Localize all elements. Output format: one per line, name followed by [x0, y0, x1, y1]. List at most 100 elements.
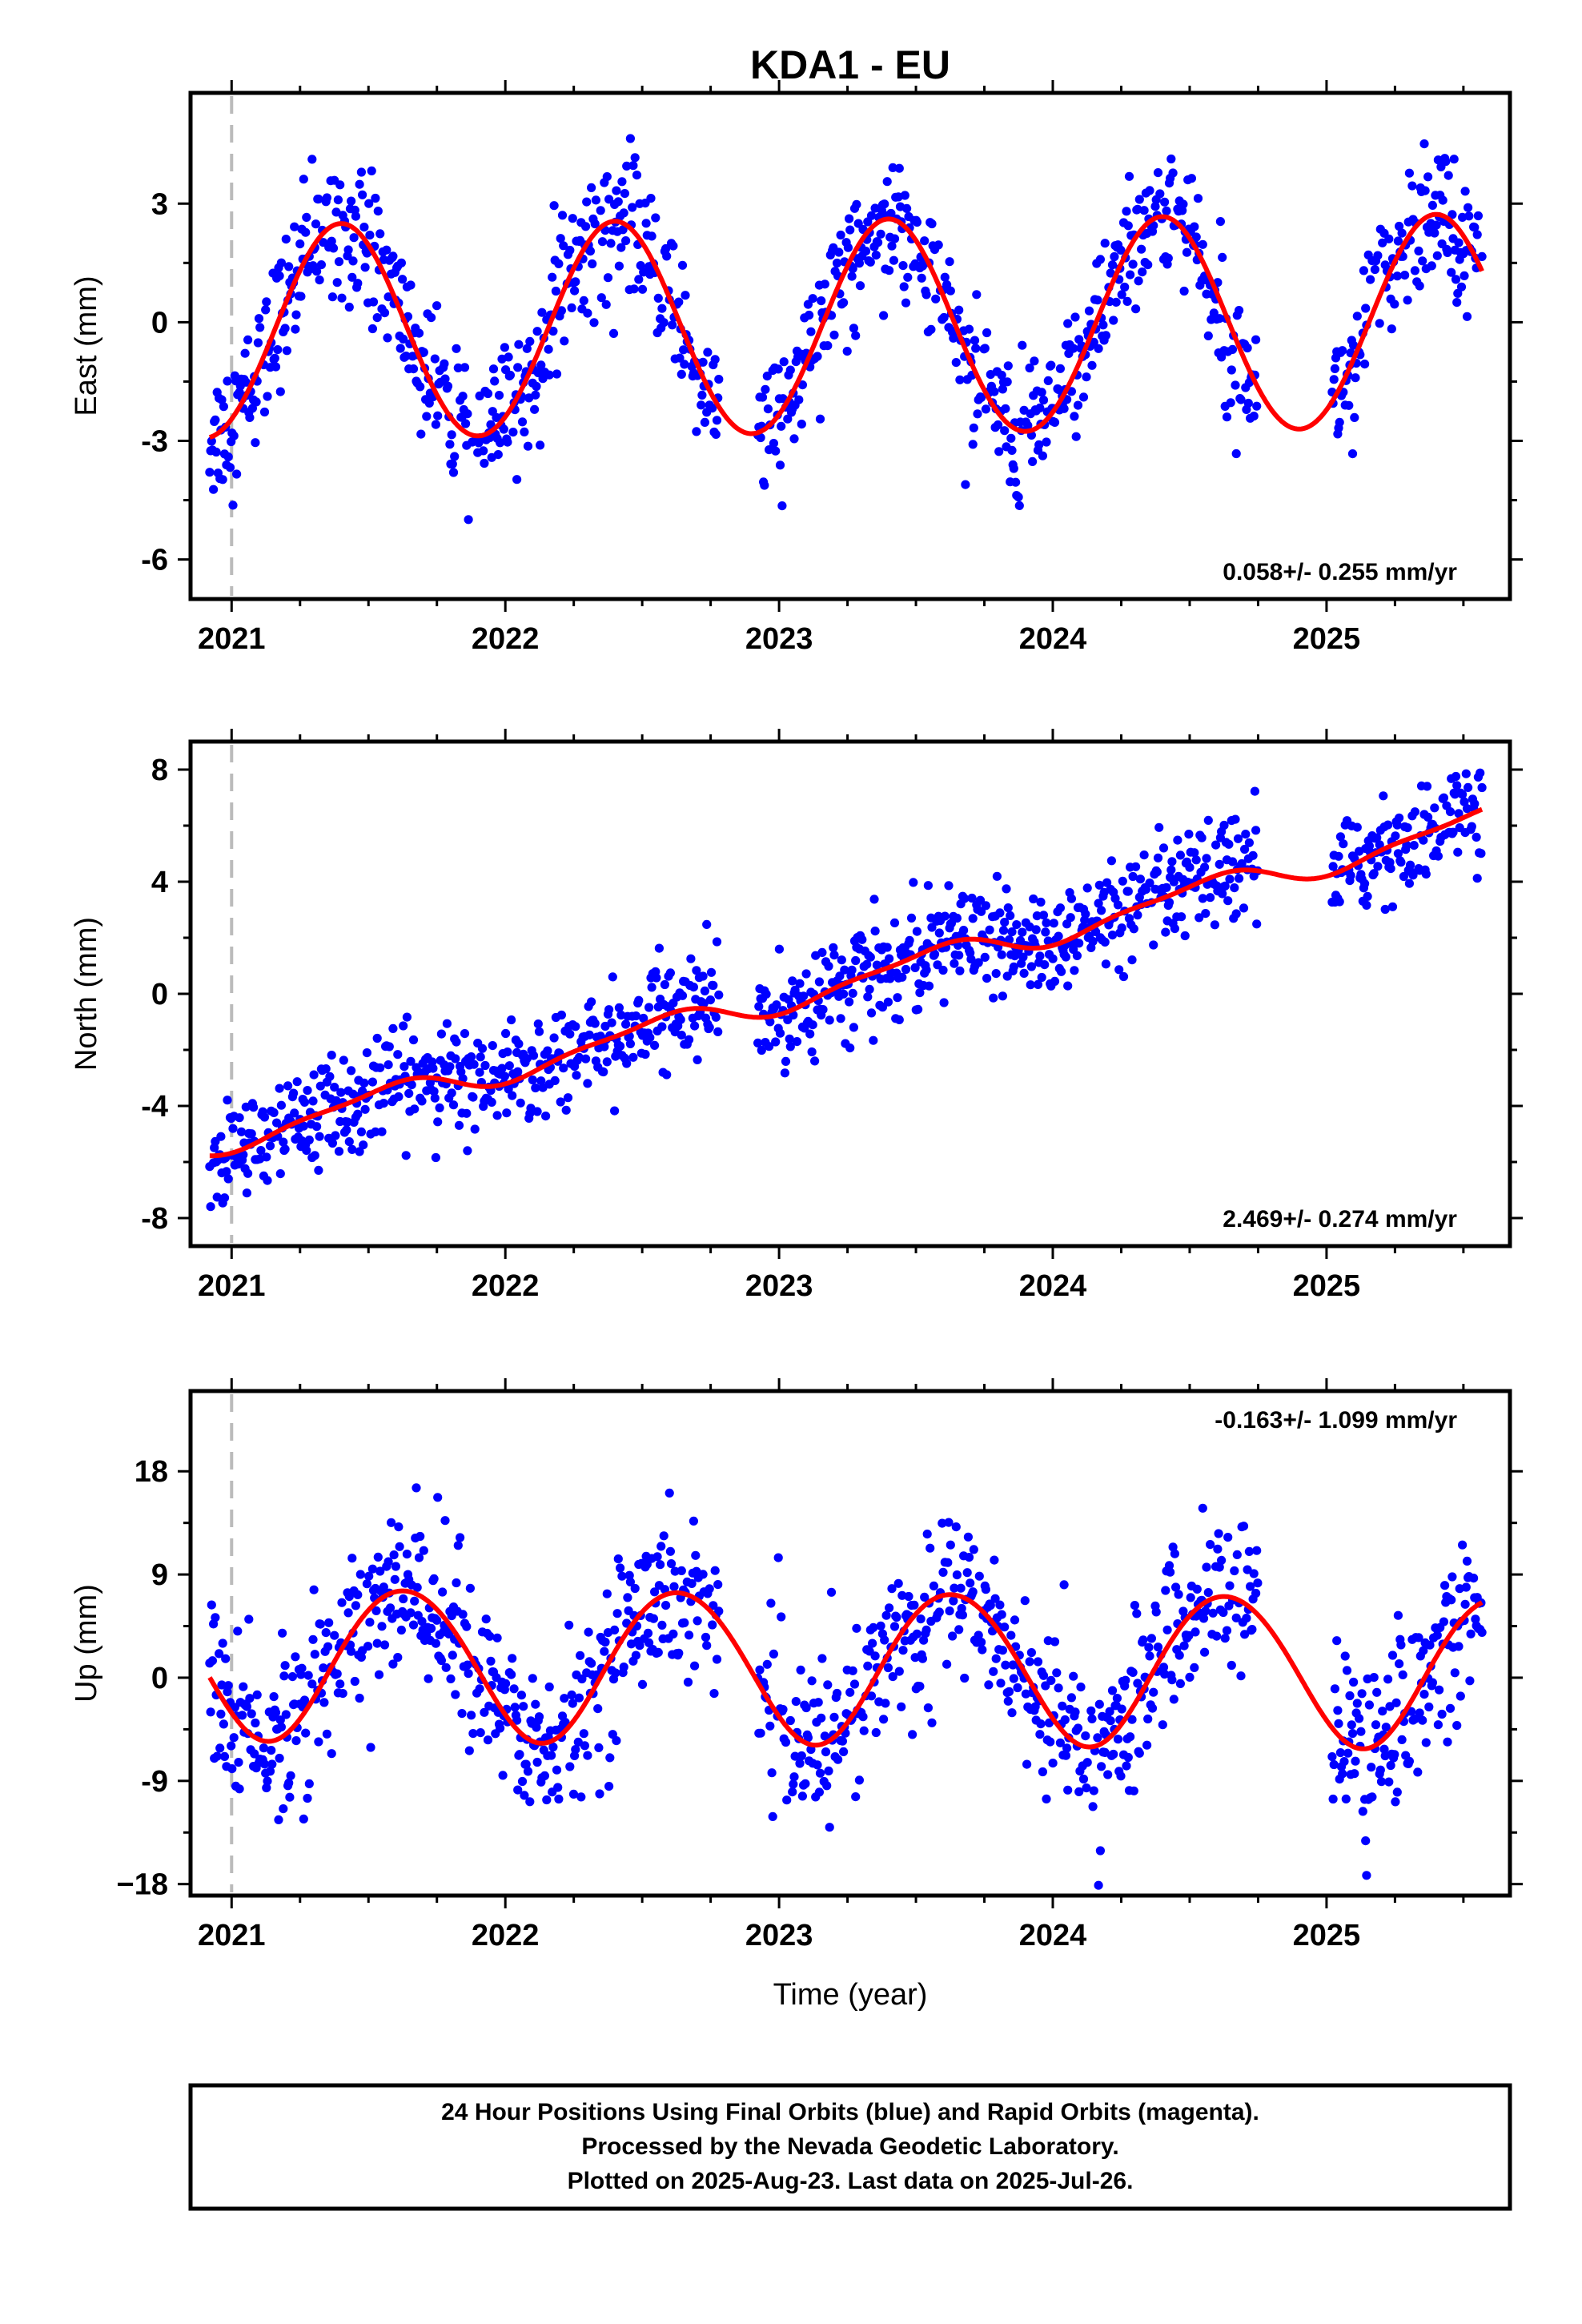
data-point: [708, 1620, 717, 1630]
data-point: [1192, 1584, 1202, 1594]
data-point: [897, 972, 907, 982]
data-point: [544, 1682, 554, 1692]
data-point: [308, 1634, 318, 1644]
data-point: [1094, 880, 1104, 890]
data-point: [560, 1718, 570, 1727]
data-point: [356, 1127, 366, 1136]
data-point: [554, 259, 564, 268]
data-point: [1033, 979, 1043, 989]
data-point: [375, 1063, 385, 1072]
data-point: [458, 1610, 468, 1619]
data-point: [207, 436, 216, 446]
data-point: [327, 292, 337, 302]
data-point: [467, 1052, 476, 1062]
data-point: [1215, 314, 1224, 324]
data-point: [1398, 1670, 1407, 1679]
data-point: [807, 1047, 817, 1057]
data-point: [1343, 1748, 1353, 1758]
data-point: [1107, 931, 1118, 940]
data-point: [834, 247, 844, 257]
data-point: [845, 997, 854, 1007]
data-point: [1395, 221, 1404, 231]
data-point: [1366, 275, 1375, 284]
data-point: [832, 258, 842, 268]
data-point: [1199, 1614, 1209, 1623]
data-point: [1370, 264, 1379, 275]
data-point: [1239, 903, 1249, 913]
data-point: [889, 918, 900, 927]
data-point: [337, 1598, 347, 1607]
data-point: [1102, 878, 1112, 887]
data-point: [1440, 1581, 1450, 1590]
data-point: [344, 1137, 354, 1147]
data-point: [590, 219, 600, 229]
data-point: [536, 440, 545, 450]
data-point: [399, 1021, 408, 1031]
data-point: [580, 1741, 590, 1751]
data-point: [926, 324, 936, 334]
data-point: [347, 1554, 357, 1563]
data-point: [1201, 909, 1211, 919]
data-point: [1404, 879, 1414, 888]
data-point: [600, 1647, 609, 1656]
data-point: [372, 1033, 382, 1043]
data-point: [528, 1051, 539, 1060]
data-point: [692, 966, 701, 975]
data-point: [969, 1545, 978, 1554]
data-point: [408, 1035, 419, 1045]
data-point: [251, 438, 260, 448]
data-point: [567, 1690, 576, 1700]
data-point: [1050, 417, 1060, 428]
data-point: [284, 1778, 294, 1787]
data-point: [1173, 835, 1182, 845]
data-point: [643, 1628, 653, 1638]
data-point: [1117, 290, 1126, 300]
data-point: [847, 965, 857, 975]
data-point: [1223, 896, 1233, 906]
data-point: [685, 1630, 694, 1640]
data-point: [873, 238, 883, 247]
data-point: [881, 1699, 890, 1708]
data-point: [486, 420, 496, 429]
data-point: [1158, 843, 1169, 853]
data-point: [712, 937, 722, 947]
data-point: [1117, 1704, 1126, 1714]
data-point: [1094, 1880, 1103, 1890]
data-point: [865, 257, 875, 267]
data-point: [375, 229, 385, 239]
data-point: [299, 175, 308, 184]
data-point: [790, 1751, 800, 1761]
data-point: [1215, 859, 1224, 869]
data-point: [1215, 1562, 1224, 1572]
data-point: [432, 301, 442, 311]
data-point: [608, 328, 619, 338]
data-point: [513, 363, 523, 372]
data-point: [1349, 1677, 1359, 1687]
data-point: [1239, 1522, 1249, 1531]
data-point: [998, 384, 1007, 394]
data-point: [1230, 883, 1239, 893]
data-point: [301, 227, 311, 237]
data-point: [362, 1579, 371, 1589]
data-point: [1212, 1631, 1222, 1641]
data-point: [909, 1600, 919, 1610]
data-point: [565, 245, 575, 255]
data-point: [1330, 364, 1339, 373]
data-point: [702, 919, 712, 929]
data-point: [408, 1620, 419, 1630]
data-point: [583, 1079, 592, 1088]
data-point: [343, 1608, 353, 1618]
data-point: [433, 411, 443, 420]
data-point: [677, 260, 688, 270]
data-point: [259, 1743, 268, 1753]
data-point: [520, 427, 529, 437]
data-point: [1038, 451, 1047, 460]
y-tick-label: 9: [151, 1558, 168, 1592]
data-point: [1392, 820, 1402, 830]
data-point: [269, 1108, 279, 1117]
data-point: [542, 1795, 552, 1805]
data-point: [1182, 247, 1192, 257]
data-point: [1379, 1744, 1389, 1754]
data-point: [382, 245, 391, 255]
data-point: [1106, 268, 1115, 278]
